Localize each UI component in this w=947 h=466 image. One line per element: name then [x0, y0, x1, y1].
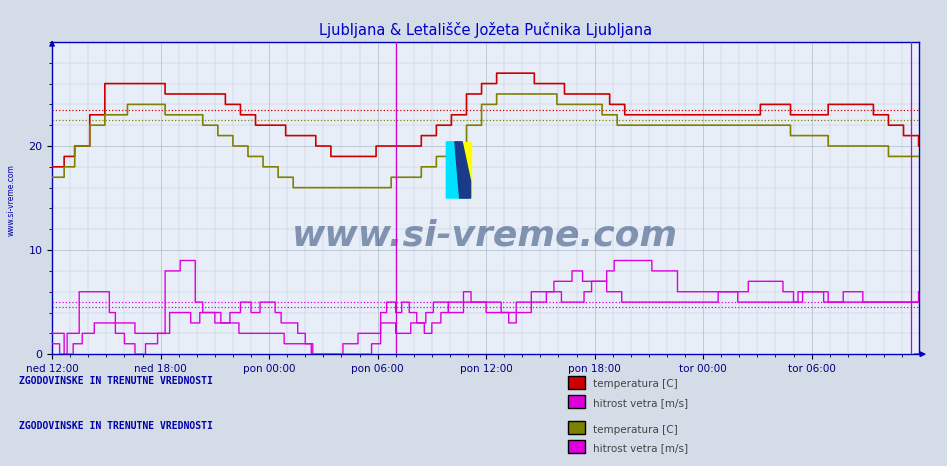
Polygon shape — [455, 142, 471, 198]
Text: www.si-vreme.com: www.si-vreme.com — [7, 164, 16, 236]
Polygon shape — [446, 142, 471, 198]
Text: hitrost vetra [m/s]: hitrost vetra [m/s] — [593, 443, 688, 453]
Polygon shape — [458, 142, 471, 198]
Text: temperatura [C]: temperatura [C] — [593, 379, 677, 390]
Text: temperatura [C]: temperatura [C] — [593, 425, 677, 435]
Text: hitrost vetra [m/s]: hitrost vetra [m/s] — [593, 398, 688, 408]
Title: Ljubljana & Letališče Jožeta Pučnika Ljubljana: Ljubljana & Letališče Jožeta Pučnika Lju… — [319, 22, 652, 38]
Text: ZGODOVINSKE IN TRENUTNE VREDNOSTI: ZGODOVINSKE IN TRENUTNE VREDNOSTI — [19, 421, 213, 431]
Text: ZGODOVINSKE IN TRENUTNE VREDNOSTI: ZGODOVINSKE IN TRENUTNE VREDNOSTI — [19, 377, 213, 386]
Text: www.si-vreme.com: www.si-vreme.com — [293, 219, 678, 253]
